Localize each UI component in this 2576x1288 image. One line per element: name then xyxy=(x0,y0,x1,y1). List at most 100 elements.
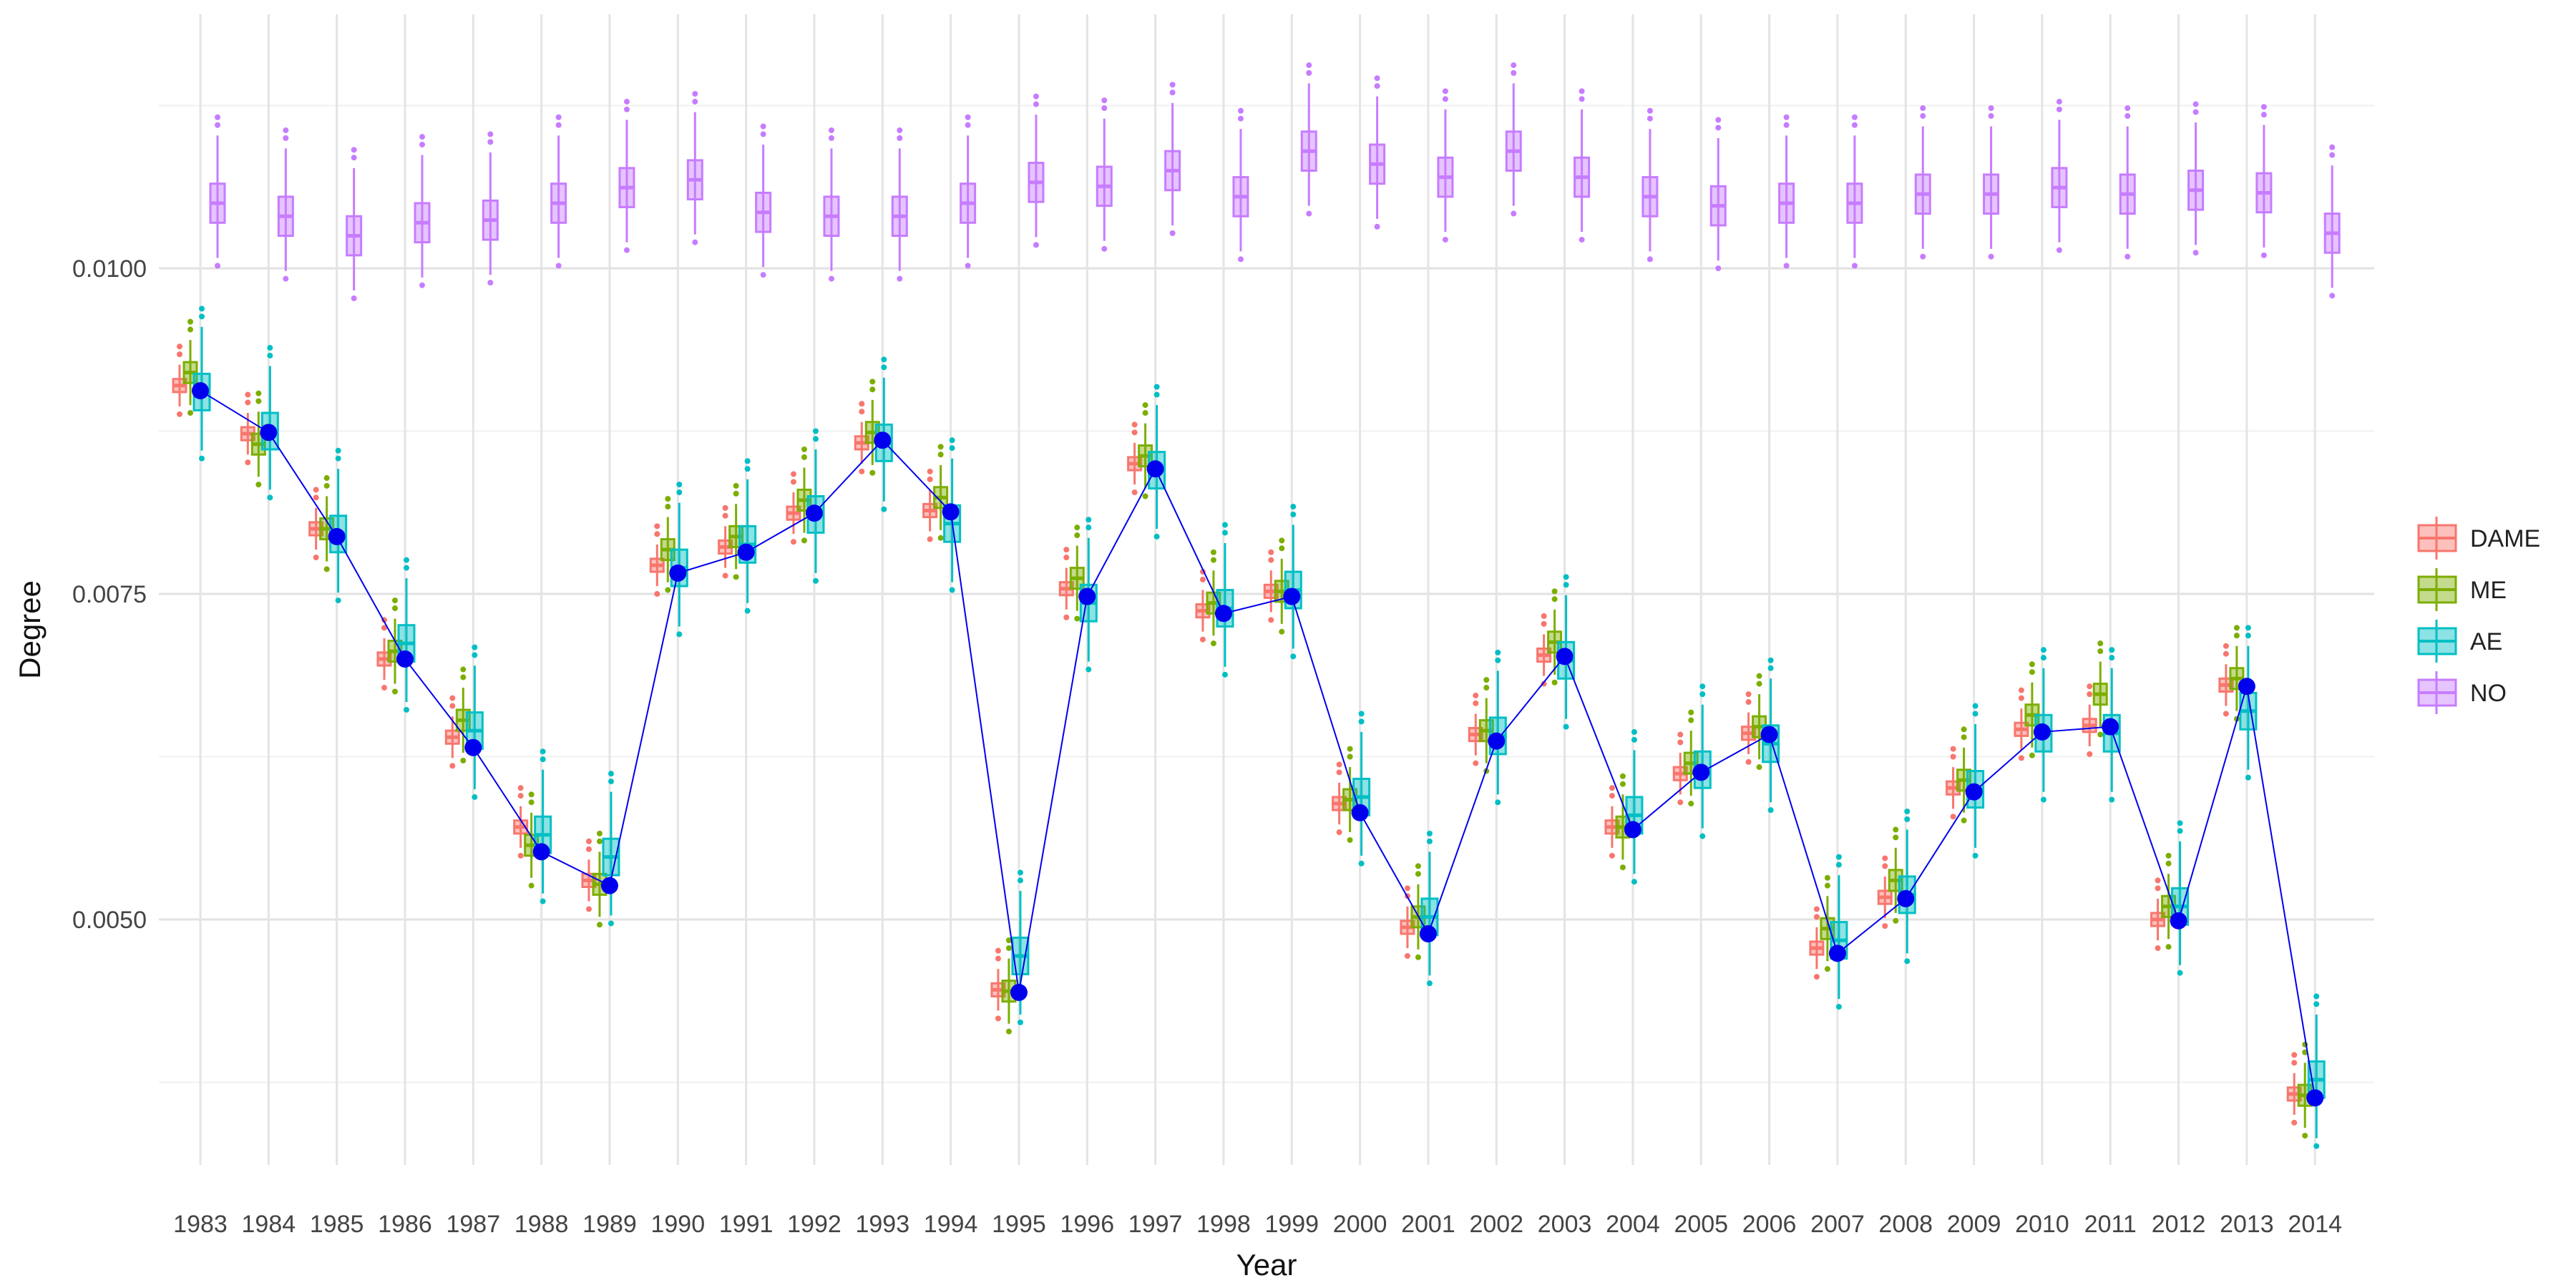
outlier-point xyxy=(1631,879,1637,885)
outlier-point xyxy=(1920,253,1926,260)
outlier-point xyxy=(1237,115,1244,122)
outlier-point xyxy=(1835,862,1842,868)
outlier-point xyxy=(1005,937,1012,944)
outlier-point xyxy=(897,275,903,282)
outlier-point xyxy=(1541,680,1547,687)
x-tick-label: 1991 xyxy=(719,1211,774,1238)
outlier-point xyxy=(1551,596,1558,602)
outlier-point xyxy=(2313,1143,2320,1149)
outlier-point xyxy=(1237,107,1244,114)
outlier-point xyxy=(1426,838,1433,844)
outlier-point xyxy=(199,455,205,462)
outlier-point xyxy=(472,794,478,800)
outlier-point xyxy=(790,471,796,477)
outlier-point xyxy=(1851,122,1858,128)
outlier-point xyxy=(517,852,524,859)
mean-point xyxy=(1828,945,1846,962)
mean-point xyxy=(396,650,414,668)
y-tick-label: 0.0100 xyxy=(72,255,147,283)
outlier-point xyxy=(2087,691,2093,698)
outlier-point xyxy=(828,127,834,134)
x-tick-label: 1994 xyxy=(924,1211,978,1238)
outlier-point xyxy=(1063,547,1070,553)
mean-point xyxy=(192,382,209,400)
outlier-point xyxy=(1101,105,1108,112)
outlier-point xyxy=(2018,695,2024,701)
outlier-point xyxy=(1646,107,1653,114)
outlier-point xyxy=(2029,661,2035,668)
outlier-point xyxy=(215,114,220,120)
outlier-point xyxy=(187,318,193,325)
outlier-point xyxy=(2291,1060,2298,1066)
outlier-point xyxy=(1745,758,1752,765)
outlier-point xyxy=(1473,700,1479,706)
outlier-point xyxy=(2177,820,2183,826)
outlier-point xyxy=(676,631,683,638)
outlier-point xyxy=(1783,263,1790,269)
outlier-point xyxy=(177,411,182,417)
outlier-point xyxy=(995,947,1001,954)
outlier-point xyxy=(391,688,398,695)
outlier-point xyxy=(1972,852,1979,859)
mean-point xyxy=(1078,587,1096,605)
outlier-point xyxy=(1415,871,1421,877)
outlier-point xyxy=(1824,882,1830,889)
outlier-point xyxy=(1153,533,1160,540)
mean-point xyxy=(805,504,823,522)
x-tick-label: 1988 xyxy=(514,1211,569,1238)
outlier-point xyxy=(1169,230,1176,236)
x-axis-title: Year xyxy=(1236,1248,1297,1282)
outlier-point xyxy=(1961,734,1967,741)
outlier-point xyxy=(828,135,834,141)
outlier-point xyxy=(1358,860,1365,867)
outlier-point xyxy=(1813,906,1820,912)
outlier-point xyxy=(692,99,698,105)
outlier-point xyxy=(2223,650,2229,657)
x-tick-label: 2000 xyxy=(1333,1211,1387,1238)
outlier-point xyxy=(335,455,341,462)
outlier-point xyxy=(1347,753,1353,760)
outlier-point xyxy=(335,597,341,604)
outlier-point xyxy=(1495,657,1501,663)
outlier-point xyxy=(790,539,796,545)
x-tick-label: 2005 xyxy=(1674,1211,1728,1238)
x-tick-label: 1996 xyxy=(1060,1211,1114,1238)
outlier-point xyxy=(283,135,289,141)
legend-item-me: ME xyxy=(2417,568,2507,611)
outlier-point xyxy=(1579,236,1585,243)
outlier-point xyxy=(1609,852,1615,859)
outlier-point xyxy=(2124,105,2131,112)
outlier-point xyxy=(1715,265,1722,271)
outlier-point xyxy=(2040,796,2046,803)
outlier-point xyxy=(199,313,205,320)
outlier-point xyxy=(472,644,478,650)
outlier-point xyxy=(1677,799,1684,806)
outlier-point xyxy=(608,779,614,785)
outlier-point xyxy=(1893,834,1899,841)
outlier-point xyxy=(949,445,955,452)
outlier-point xyxy=(1131,489,1138,496)
x-tick-label: 1984 xyxy=(242,1211,296,1238)
outlier-point xyxy=(1483,677,1490,683)
outlier-point xyxy=(2097,640,2104,647)
outlier-point xyxy=(596,830,602,836)
outlier-point xyxy=(2029,752,2035,758)
outlier-point xyxy=(1290,504,1297,510)
outlier-point xyxy=(1646,115,1653,122)
outlier-point xyxy=(2165,944,2172,950)
outlier-point xyxy=(540,756,546,763)
outlier-point xyxy=(1893,917,1899,924)
outlier-point xyxy=(2329,152,2336,158)
outlier-point xyxy=(1483,685,1490,691)
outlier-point xyxy=(419,134,425,140)
outlier-point xyxy=(487,139,494,145)
outlier-point xyxy=(927,476,933,482)
y-tick-label: 0.0050 xyxy=(72,907,147,934)
mean-point xyxy=(600,877,618,894)
outlier-point xyxy=(2056,247,2062,253)
outlier-point xyxy=(267,352,273,358)
outlier-point xyxy=(335,447,341,454)
outlier-point xyxy=(1404,952,1410,959)
outlier-point xyxy=(419,142,425,148)
outlier-point xyxy=(1336,829,1342,836)
